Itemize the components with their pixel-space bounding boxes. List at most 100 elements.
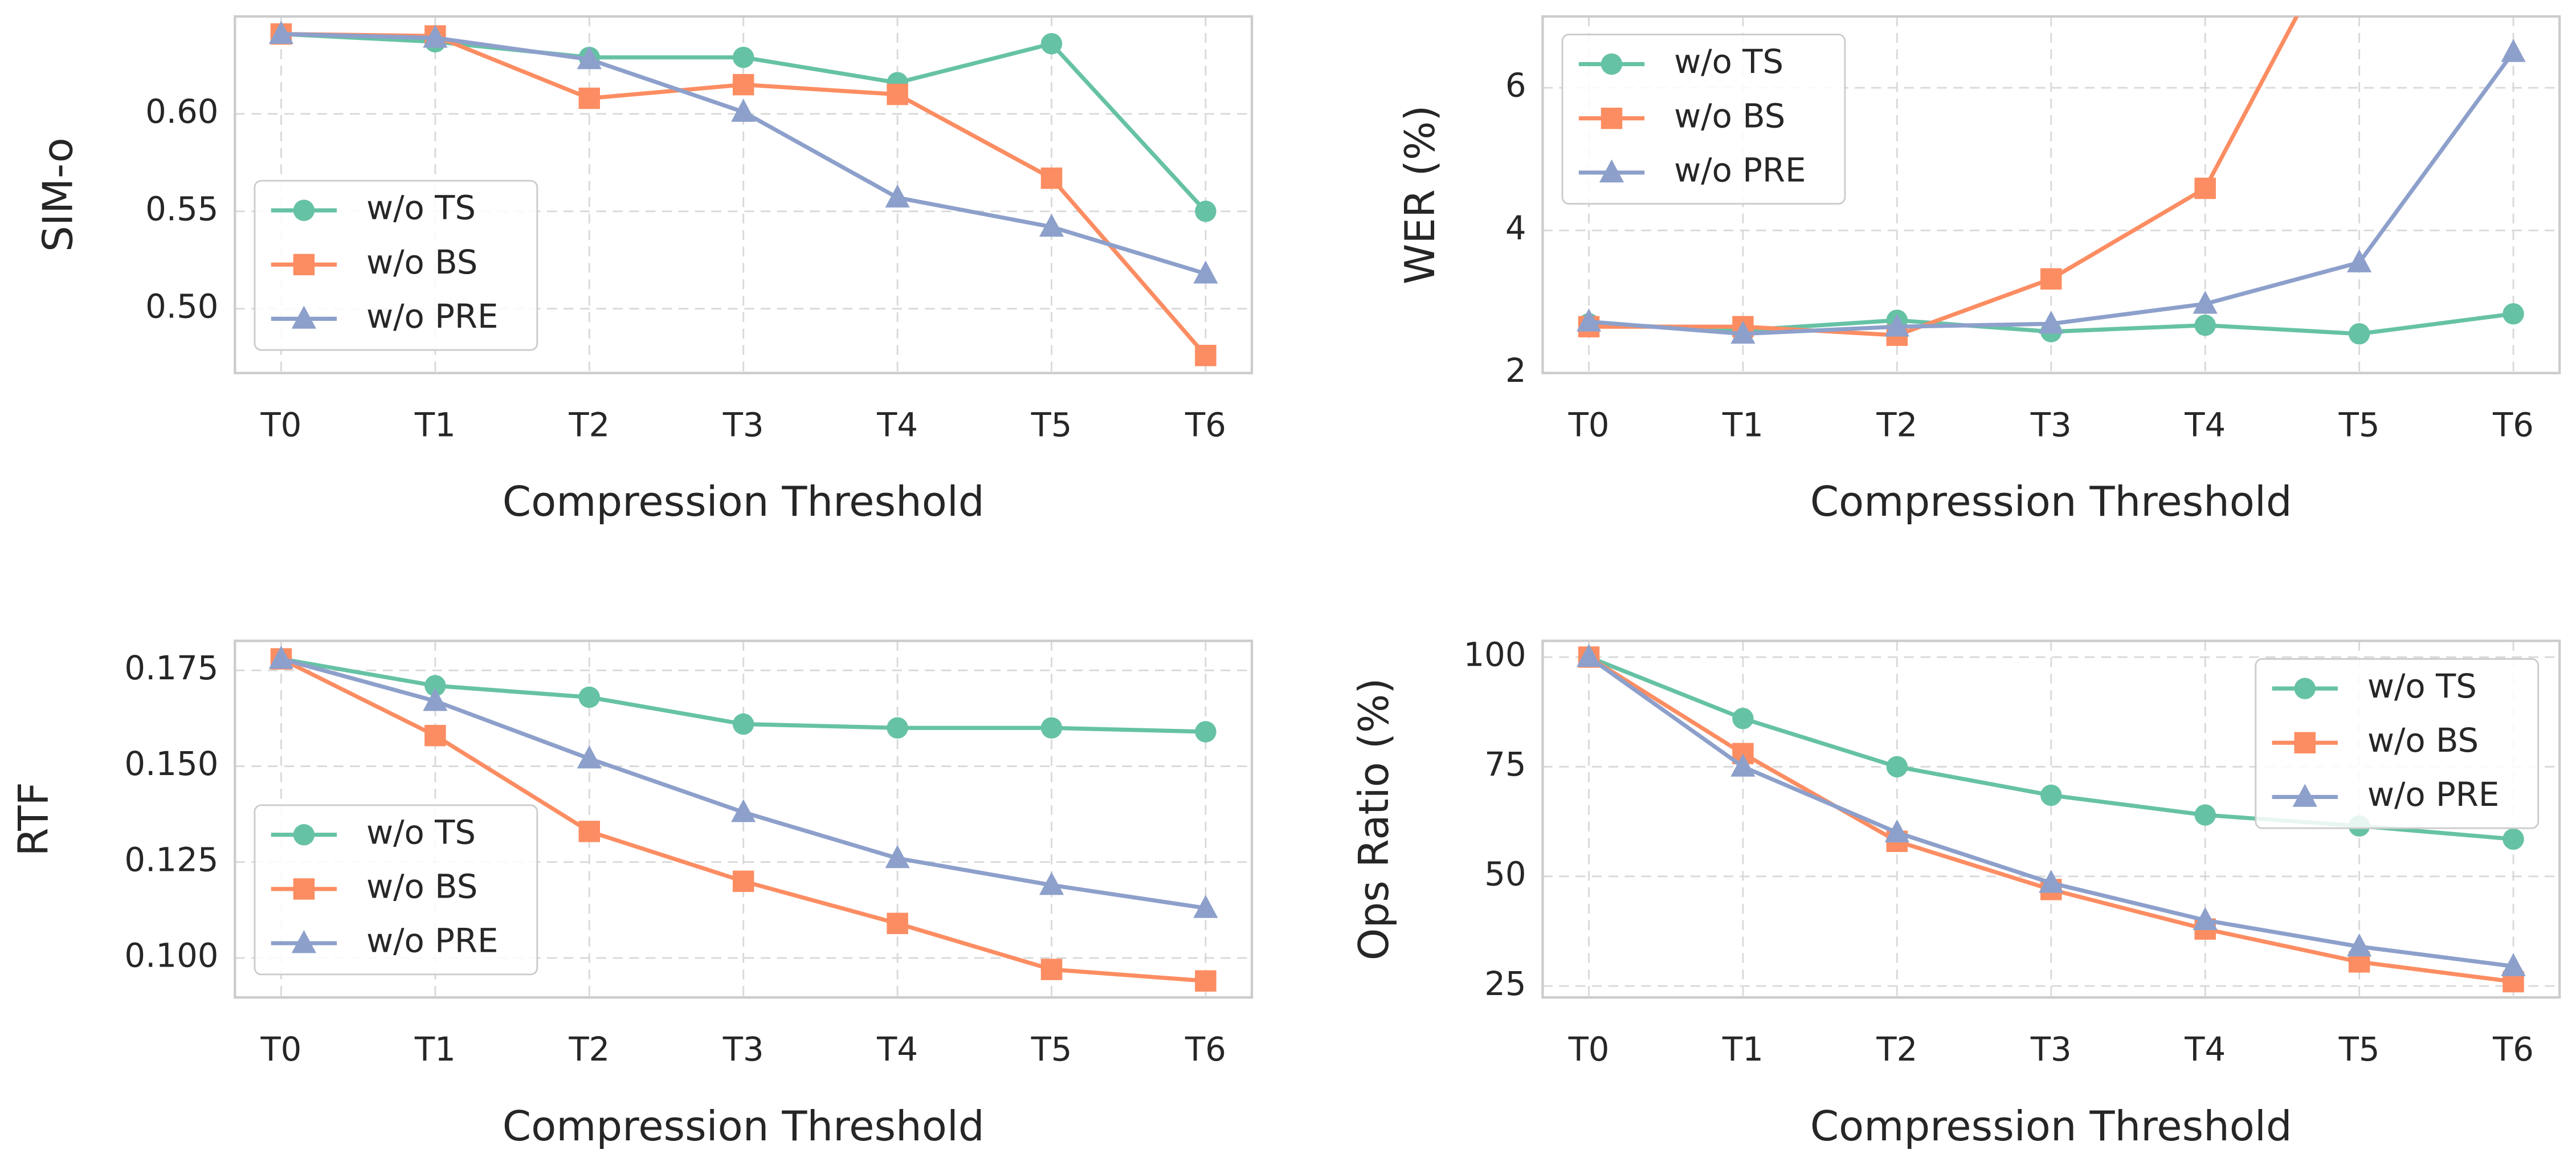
plot-area [1576,16,2526,346]
marker [2348,323,2370,345]
x-tick-label: T2 [1876,1030,1917,1069]
legend-label: w/o PRE [366,922,498,960]
legend-marker [291,930,317,953]
x-tick-label: T1 [414,1030,456,1069]
plot-area [268,646,1218,992]
x-tick-label: T6 [2492,405,2534,444]
legend-label: w/o PRE [366,297,498,336]
x-tick-label: T4 [876,405,918,444]
x-axis-label: Compression Threshold [1810,478,2292,525]
legend-marker [2292,784,2317,807]
y-tick-label: 0.175 [124,649,218,687]
marker [887,912,908,935]
marker [732,74,754,96]
marker [2194,177,2216,199]
legend-marker [293,878,315,900]
x-tick-label: T0 [260,1030,301,1069]
x-tick-label: T4 [2184,405,2226,444]
x-tick-label: T1 [1722,1030,1763,1069]
x-axis-label: Compression Threshold [1810,1102,2292,1150]
legend: w/o TS w/o BS w/o PRE [254,804,538,976]
marker [1576,308,1602,332]
y-axis-label: Ops Ratio (%) [1350,678,1398,961]
axes-frame [234,15,1254,374]
y-tick-label: 75 [1484,745,1526,784]
y-tick-label: 0.60 [145,92,218,131]
x-tick-label: T0 [1568,1030,1610,1069]
marker [732,46,754,68]
marker [1039,214,1064,237]
marker [424,675,446,696]
y-tick-label: 0.125 [124,840,218,879]
x-tick-label: T0 [260,405,301,444]
x-tick-label: T6 [2492,1030,2534,1069]
x-tick-label: T1 [1722,405,1763,444]
y-axis-label: WER (%) [1396,105,1444,284]
legend-marker [1599,159,1624,183]
marker [2346,249,2372,272]
marker [1886,756,1908,778]
x-tick-label: T2 [568,1030,610,1069]
y-tick-label: 100 [1464,635,1526,674]
marker [885,184,910,208]
y-tick-label: 2 [1505,351,1526,390]
marker [2501,953,2526,976]
subplot: 2 4 6 T0 T1 T2 T3 T4 T5 T6 Compression Threshold WE… [1396,15,2561,525]
marker [2040,268,2062,290]
marker [2502,303,2524,325]
marker [1195,201,1216,222]
x-tick-label: T0 [1568,405,1610,444]
marker [1040,167,1063,189]
legend-marker [2294,678,2316,699]
legend-frame [254,180,538,351]
legend-label: w/o TS [366,189,476,227]
y-axis-label: SIM-o [34,137,82,252]
marker [1732,708,1754,729]
legend-label: w/o TS [2367,667,2477,706]
marker [1039,872,1064,895]
subplot: 0.50 0.55 0.60 T0 T1 T2 T3 T4 T5 T6 Compression Th… [34,15,1254,525]
x-tick-label: T5 [2338,1030,2380,1069]
legend-label: w/o PRE [1674,150,1806,189]
legend-marker [1601,107,1623,129]
marker [577,745,602,769]
marker [732,713,754,735]
x-tick-label: T5 [2338,405,2380,444]
x-tick-label: T5 [1031,1030,1072,1069]
marker [1193,895,1218,918]
legend-label: w/o TS [366,813,476,851]
marker [1730,320,1756,344]
marker [268,646,294,669]
plot-area [268,21,1218,366]
legend-label: w/o BS [2367,721,2479,760]
marker [1040,959,1063,980]
legend: w/o TS w/o BS w/o PRE [2255,658,2540,829]
legend-marker [291,305,317,329]
x-tick-label: T2 [568,405,610,444]
marker [578,686,601,708]
y-tick-label: 4 [1505,209,1526,247]
legend-label: w/o BS [366,243,477,282]
marker [1193,260,1218,284]
axes-frame [1541,639,2561,999]
plot-area [1576,643,2526,993]
legend-frame [1561,34,1846,205]
x-tick-label: T3 [2030,405,2072,444]
marker [731,99,756,122]
marker [732,870,754,892]
marker [2194,804,2216,826]
legend: w/o TS w/o BS w/o PRE [1561,34,1846,205]
marker [578,821,601,842]
legend-marker [2294,732,2316,754]
marker [2193,291,2218,314]
marker [2346,933,2372,957]
y-tick-label: 50 [1484,854,1526,893]
marker [2194,314,2216,336]
marker [1195,345,1216,366]
legend-marker [293,254,315,275]
marker [424,724,446,747]
marker [2040,784,2062,806]
y-tick-label: 25 [1484,964,1526,1003]
marker [731,799,756,822]
marker [1576,643,1602,667]
